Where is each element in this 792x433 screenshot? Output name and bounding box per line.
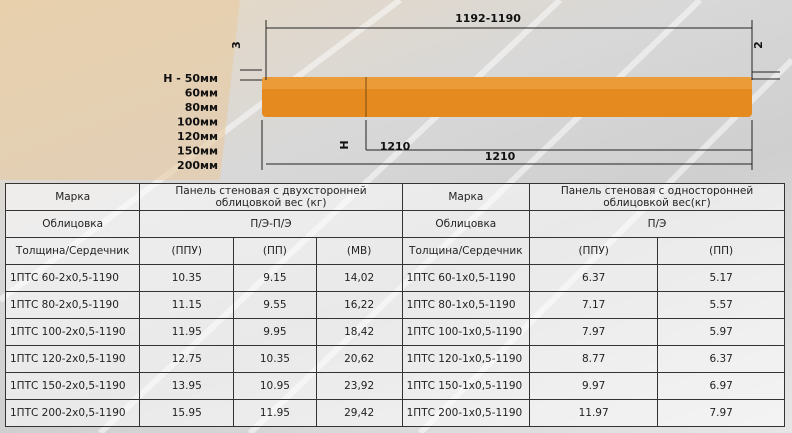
cell: 9.55 (233, 291, 317, 319)
cell: 1ПТС 200-1х0,5-1190 (401, 399, 531, 427)
cell: 1ПТС 100-2х0,5-1190 (4, 318, 141, 346)
thickness: 80мм (185, 101, 218, 114)
thickness: 120мм (177, 130, 218, 143)
cell: 14,02 (315, 264, 403, 292)
offset-right: 2 (752, 41, 765, 49)
cell: 23,92 (315, 372, 403, 400)
cell: 11.15 (139, 291, 235, 319)
cell: 1ПТС 200-2х0,5-1190 (4, 399, 141, 427)
cell: 12.75 (139, 345, 235, 373)
thickness: 200мм (177, 159, 218, 172)
cell: 5.57 (657, 291, 785, 319)
cell: 13.95 (139, 372, 235, 400)
thickness: H - 50мм (163, 72, 218, 85)
cell: Панель стеновая с двухсторонней облицовк… (139, 183, 403, 211)
cell: 10.35 (139, 264, 235, 292)
cell: 16,22 (315, 291, 403, 319)
cell: 1ПТС 120-2х0,5-1190 (4, 345, 141, 373)
inner-length: 1210 (380, 140, 411, 153)
thickness: 60мм (185, 87, 218, 100)
cell: 1ПТС 80-1х0,5-1190 (401, 291, 531, 319)
cell: Толщина/Сердечник (4, 237, 141, 265)
cell: 7.17 (528, 291, 659, 319)
cell: 7.97 (528, 318, 659, 346)
data-row: 1ПТС 60-2х0,5-1190 10.35 9.15 14,02 1ПТС 60-… (4, 264, 785, 292)
cell: 11.95 (233, 399, 317, 427)
data-row: 1ПТС 80-2х0,5-1190 11.15 9.55 16,22 1ПТС 80-… (4, 291, 785, 319)
cell: 20,62 (315, 345, 403, 373)
cell: 5.97 (657, 318, 785, 346)
cell: 18,42 (315, 318, 403, 346)
cell: 9.15 (233, 264, 317, 292)
cell: 1ПТС 80-2х0,5-1190 (4, 291, 141, 319)
cell: 6.37 (657, 345, 785, 373)
cell: 10.35 (233, 345, 317, 373)
cell: Панель стеновая с односторонней облицовк… (529, 183, 785, 211)
cell: 11.97 (528, 399, 659, 427)
data-row: 1ПТС 120-2х0,5-1190 12.75 10.35 20,62 1ПТС 1… (4, 345, 785, 373)
cell: 1ПТС 60-2х0,5-1190 (4, 264, 141, 292)
cell: 5.17 (657, 264, 785, 292)
cell: Марка (401, 183, 531, 211)
header-row: Облицовка П/Э-П/Э Облицовка П/Э (4, 210, 785, 238)
cell: 6.37 (528, 264, 659, 292)
cell: П/Э-П/Э (139, 210, 403, 238)
cell: (ПП) (233, 237, 317, 265)
cell: П/Э (529, 210, 785, 238)
cell: 1ПТС 150-2х0,5-1190 (4, 372, 141, 400)
width-top: 1192-1190 (455, 12, 521, 25)
cell: 1ПТС 150-1х0,5-1190 (401, 372, 531, 400)
height-label: H (338, 140, 351, 149)
cell: Облицовка (4, 210, 141, 238)
cell: 8.77 (528, 345, 659, 373)
cell: 10.95 (233, 372, 317, 400)
cell: 29,42 (315, 399, 403, 427)
cell: 9.97 (528, 372, 659, 400)
cell: (МВ) (315, 237, 403, 265)
header-row: Толщина/Сердечник (ППУ) (ПП) (МВ) Толщина/Се… (4, 237, 785, 265)
cell: 1ПТС 100-1х0,5-1190 (401, 318, 531, 346)
cell: (ПП) (657, 237, 785, 265)
cell: 6.97 (657, 372, 785, 400)
cell: Толщина/Сердечник (401, 237, 531, 265)
header-row: Марка Панель стеновая с двухсторонней обл… (4, 183, 785, 211)
cell: 1ПТС 60-1х0,5-1190 (401, 264, 531, 292)
cell: 15.95 (139, 399, 235, 427)
data-row: 1ПТС 150-2х0,5-1190 13.95 10.95 23,92 1ПТС 1… (4, 372, 785, 400)
thickness: 150мм (177, 145, 218, 158)
cell: 11.95 (139, 318, 235, 346)
weight-table: Марка Панель стеновая с двухсторонней обл… (4, 183, 785, 427)
cell: 7.97 (657, 399, 785, 427)
cell: Марка (4, 183, 141, 211)
cell: 1ПТС 120-1х0,5-1190 (401, 345, 531, 373)
full-length: 1210 (485, 150, 516, 163)
cell: (ППУ) (139, 237, 235, 265)
offset-left: 3 (230, 41, 243, 49)
thickness: 100мм (177, 116, 218, 129)
data-row: 1ПТС 100-2х0,5-1190 11.95 9.95 18,42 1ПТС 10… (4, 318, 785, 346)
data-row: 1ПТС 200-2х0,5-1190 15.95 11.95 29,42 1ПТС 2… (4, 399, 785, 427)
cell: 9.95 (233, 318, 317, 346)
cell: (ППУ) (528, 237, 659, 265)
cell: Облицовка (401, 210, 531, 238)
